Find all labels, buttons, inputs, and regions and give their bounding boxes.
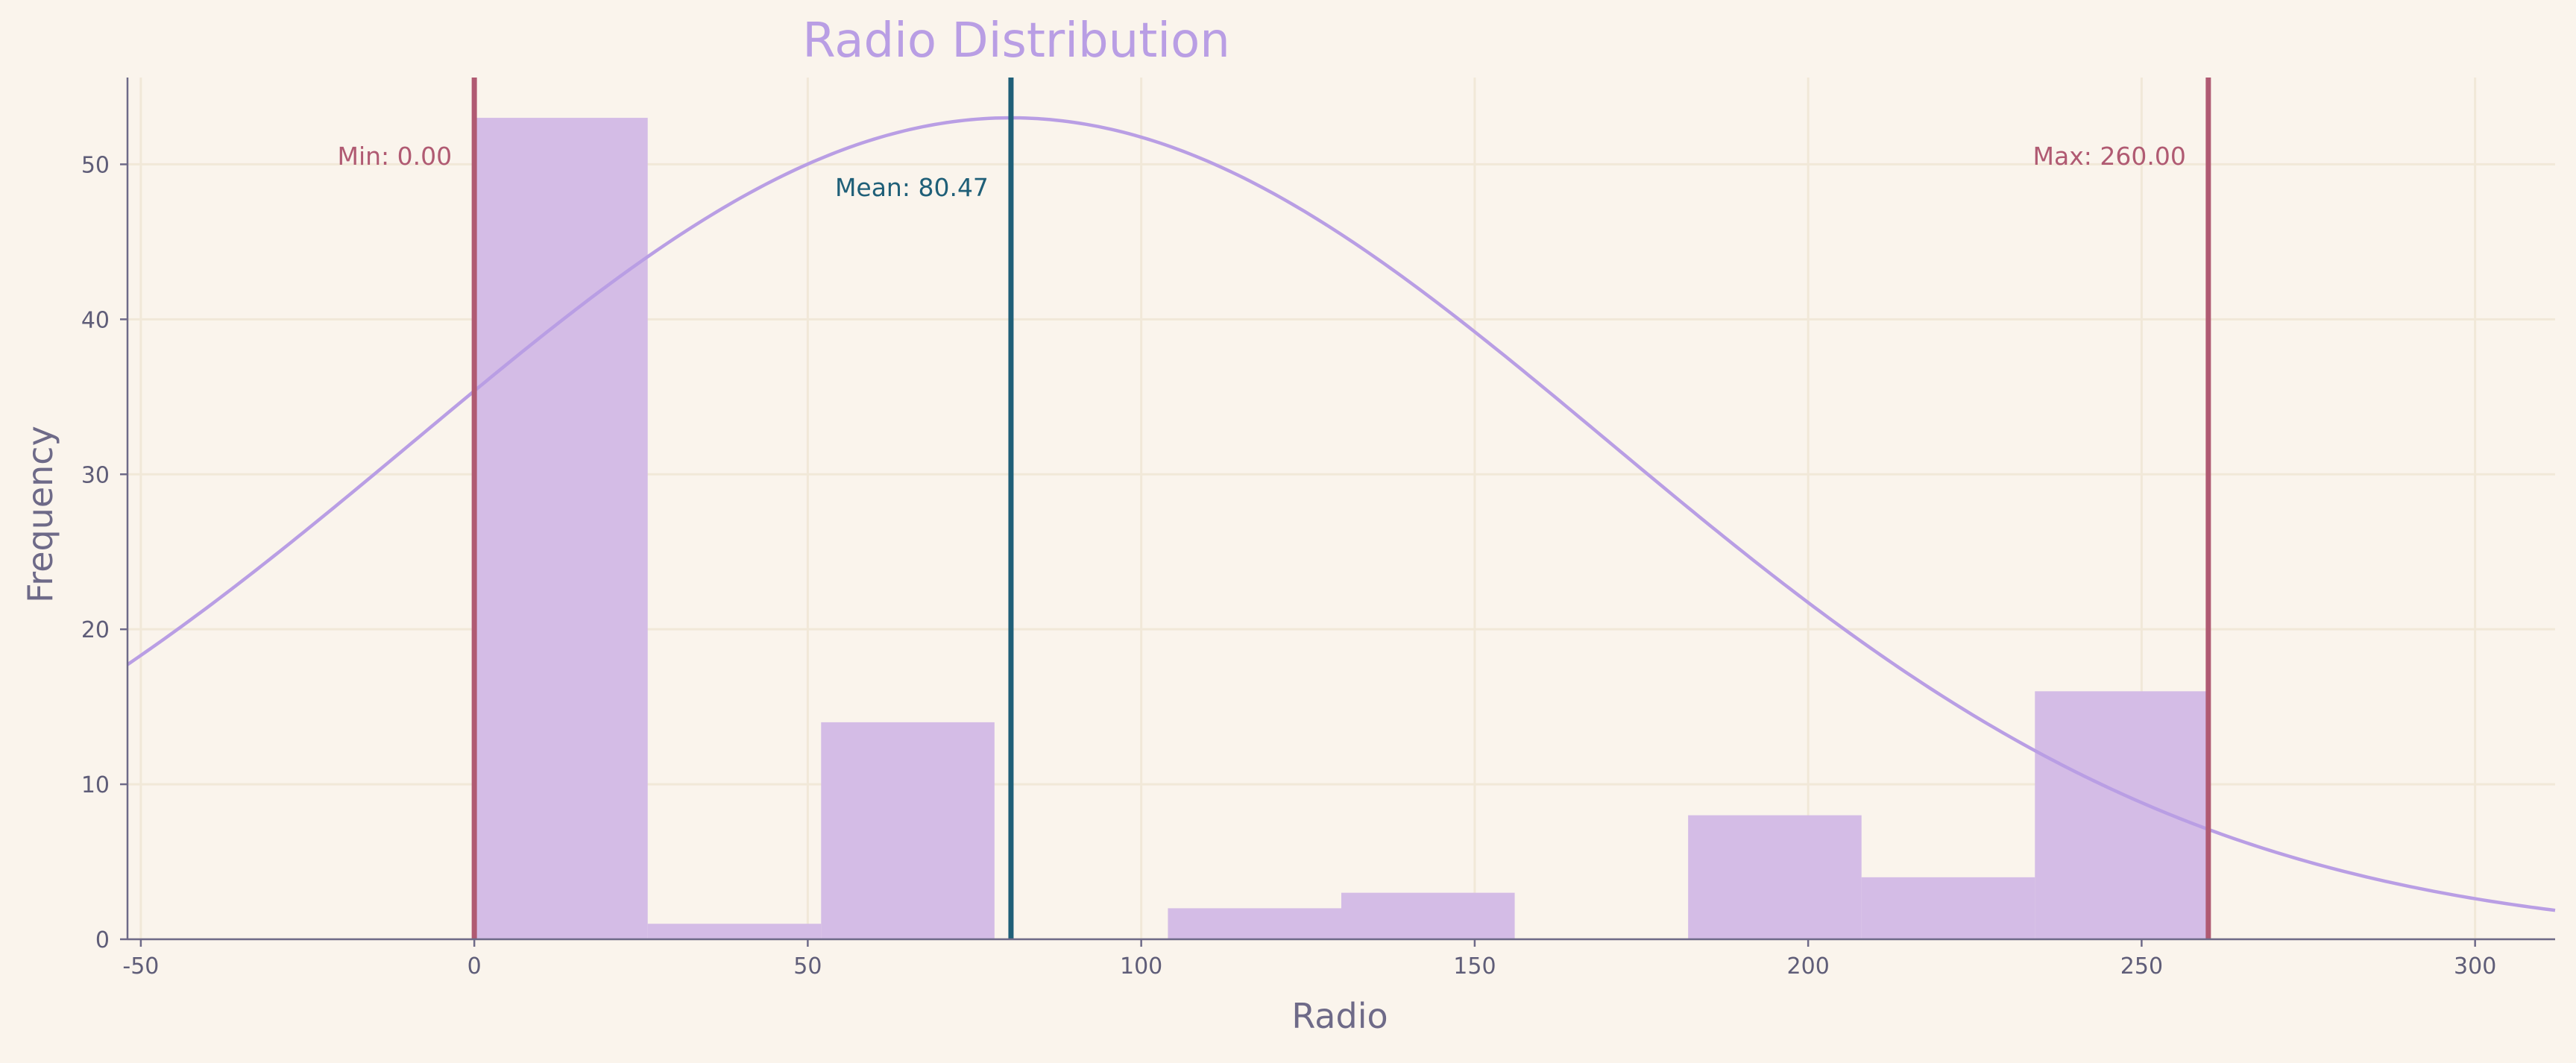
y-tick-label: 40	[81, 307, 110, 333]
y-tick-label: 50	[81, 152, 110, 178]
mean-label: Mean: 80.47	[835, 173, 989, 202]
y-tick-label: 10	[81, 772, 110, 798]
histogram-bar	[2035, 691, 2208, 939]
reference-lines: Min: 0.00 Mean: 80.47 Max: 260.00	[338, 78, 2211, 939]
normal-curve-layer	[126, 116, 2556, 912]
x-tick-label: 300	[2454, 953, 2496, 980]
y-tick-label: 0	[95, 927, 110, 953]
histogram-bar	[647, 924, 822, 939]
x-tick-label: 50	[793, 953, 822, 980]
chart-title: Radio Distribution	[802, 13, 1230, 69]
histogram-bar	[821, 722, 995, 939]
x-tick-label: 150	[1453, 953, 1496, 980]
histogram-bars	[474, 118, 2208, 939]
histogram-bar	[1861, 877, 2035, 939]
min-label: Min: 0.00	[338, 142, 453, 171]
x-tick-label: 100	[1120, 953, 1162, 980]
histogram-bar	[1688, 815, 1862, 939]
histogram-bar	[1341, 892, 1515, 939]
axes	[126, 78, 2555, 941]
y-tick-label: 30	[81, 462, 110, 488]
histogram-bar	[1168, 908, 1341, 939]
x-tick-label: 250	[2120, 953, 2163, 980]
tick-labels: -50 0 50 100 150 200 250 300 0 10 20 30 40 50	[81, 152, 2496, 980]
y-tick-label: 20	[81, 617, 110, 643]
x-tick-label: -50	[122, 953, 159, 980]
max-label: Max: 260.00	[2033, 142, 2186, 171]
x-tick-label: 200	[1787, 953, 1830, 980]
x-tick-label: 0	[467, 953, 482, 980]
histogram-bar	[474, 118, 648, 939]
x-axis-title: Radio	[1291, 996, 1388, 1036]
y-axis-title: Frequency	[20, 426, 60, 603]
normal-curve	[126, 116, 2556, 912]
